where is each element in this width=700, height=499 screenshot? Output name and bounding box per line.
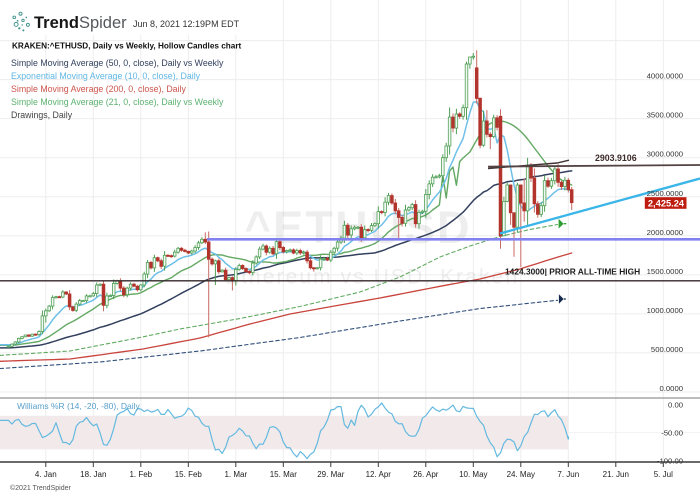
svg-text:Ethereum vs USD, Kraken: Ethereum vs USD, Kraken	[225, 266, 517, 289]
svg-text:24. May: 24. May	[507, 470, 535, 479]
svg-text:12. Apr: 12. Apr	[366, 470, 392, 479]
svg-text:7. Jun: 7. Jun	[557, 470, 579, 479]
svg-text:3500.0000: 3500.0000	[647, 111, 683, 120]
svg-text:KRAKEN:^ETHUSD, Daily vs Weekl: KRAKEN:^ETHUSD, Daily vs Weekly, Hollow …	[12, 42, 242, 51]
svg-text:2500.0000: 2500.0000	[647, 189, 683, 198]
svg-text:21. Jun: 21. Jun	[603, 470, 629, 479]
svg-text:500.0000: 500.0000	[651, 345, 683, 354]
svg-text:1000.0000: 1000.0000	[647, 306, 683, 315]
svg-text:26. Apr: 26. Apr	[413, 470, 439, 479]
svg-text:29. Mar: 29. Mar	[317, 470, 344, 479]
svg-text:-100.00: -100.00	[657, 456, 683, 465]
svg-text:5. Jul: 5. Jul	[654, 470, 673, 479]
svg-text:4. Jan: 4. Jan	[35, 470, 57, 479]
svg-text:15. Mar: 15. Mar	[270, 470, 297, 479]
svg-text:TrendSpider: TrendSpider	[34, 14, 127, 32]
svg-text:1. Feb: 1. Feb	[129, 470, 152, 479]
svg-text:Simple Moving Average (21, 0,: Simple Moving Average (21, 0, close), Da…	[11, 97, 224, 107]
svg-text:4000.0000: 4000.0000	[647, 72, 683, 81]
svg-text:10. May: 10. May	[459, 470, 487, 479]
svg-text:Drawings, Daily: Drawings, Daily	[11, 110, 73, 120]
svg-text:Simple Moving Average (200, 0,: Simple Moving Average (200, 0, close), D…	[11, 84, 186, 94]
svg-text:Exponential Moving Average (10: Exponential Moving Average (10, 0, close…	[11, 71, 201, 81]
svg-text:1424.3000| PRIOR ALL-TIME HIGH: 1424.3000| PRIOR ALL-TIME HIGH	[505, 267, 640, 277]
svg-text:1500.0000: 1500.0000	[647, 267, 683, 276]
svg-text:Simple Moving Average (50, 0,: Simple Moving Average (50, 0, close), Da…	[11, 58, 224, 68]
svg-text:18. Jan: 18. Jan	[80, 470, 106, 479]
svg-text:Williams %R (14, -20, -80), Da: Williams %R (14, -20, -80), Daily	[17, 401, 141, 411]
svg-text:-50.00: -50.00	[661, 428, 683, 437]
svg-text:15. Feb: 15. Feb	[175, 470, 203, 479]
svg-text:©2021 TrendSpider: ©2021 TrendSpider	[10, 484, 71, 492]
svg-text:Jun 8, 2021 12:19PM EDT: Jun 8, 2021 12:19PM EDT	[133, 19, 240, 29]
svg-text:1. Mar: 1. Mar	[224, 470, 247, 479]
svg-text:2903.9106: 2903.9106	[595, 153, 637, 163]
svg-text:2000.0000: 2000.0000	[647, 228, 683, 237]
svg-text:0.0000: 0.0000	[659, 384, 683, 393]
svg-text:3000.0000: 3000.0000	[647, 150, 683, 159]
svg-text:2,425.24: 2,425.24	[648, 198, 685, 208]
svg-text:0.00: 0.00	[668, 400, 683, 409]
